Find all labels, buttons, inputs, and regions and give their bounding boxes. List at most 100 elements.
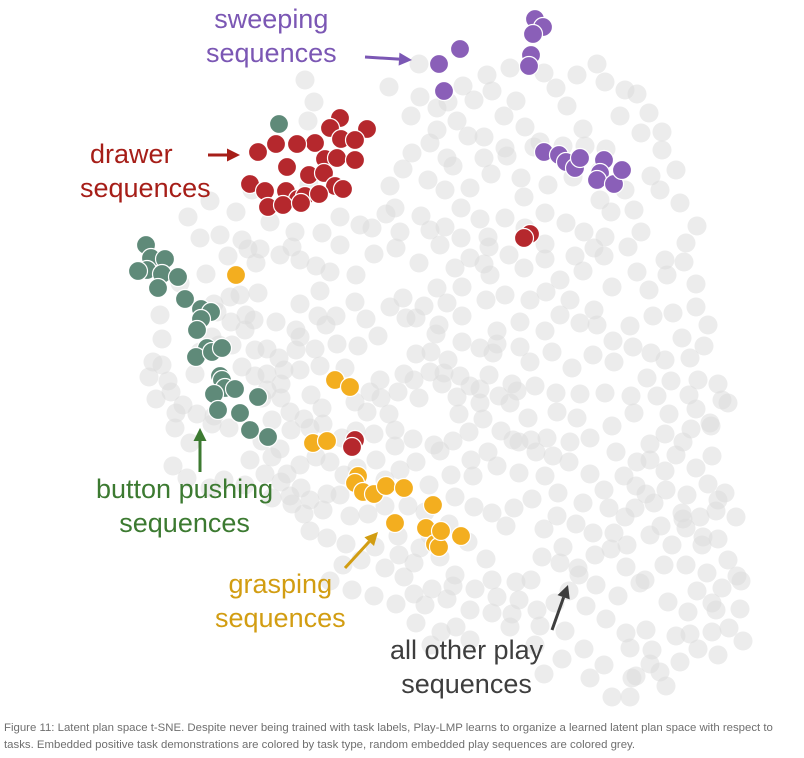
annotation-all-other-play-sequences: all other play sequences (390, 633, 543, 701)
drawer-point (265, 133, 287, 155)
drawer-point (308, 183, 330, 205)
play-point (489, 386, 509, 406)
button-point (127, 260, 149, 282)
play-point (497, 146, 517, 166)
play-point (602, 687, 622, 707)
play-point (680, 624, 700, 644)
play-point (271, 388, 291, 408)
play-point (447, 111, 467, 131)
play-point (640, 434, 660, 454)
play-point (626, 476, 646, 496)
annotation-sweeping-sequences: sweeping sequences (206, 2, 337, 70)
drawer-point (332, 178, 354, 200)
annotation-line: sequences (119, 508, 250, 538)
play-point (506, 91, 526, 111)
play-point (567, 408, 587, 428)
play-point (641, 343, 661, 363)
play-point (585, 545, 605, 565)
play-point (661, 371, 681, 391)
play-point (697, 563, 717, 583)
play-point (200, 191, 220, 211)
button-point (268, 113, 290, 135)
play-point (320, 452, 340, 472)
tsne-scatter-plot (127, 8, 753, 707)
play-point (630, 573, 650, 593)
grasping-point (375, 475, 397, 497)
play-point (535, 249, 555, 269)
play-point (639, 103, 659, 123)
play-point (479, 237, 499, 257)
play-point (187, 404, 207, 424)
play-point (286, 320, 306, 340)
play-point (546, 78, 566, 98)
play-point (379, 404, 399, 424)
play-point (708, 490, 728, 510)
play-point (248, 283, 268, 303)
play-point (602, 277, 622, 297)
play-point (587, 54, 607, 74)
play-point (282, 494, 302, 514)
play-point (666, 445, 686, 465)
play-point (380, 176, 400, 196)
play-point (190, 228, 210, 248)
play-point (520, 290, 540, 310)
play-point (604, 523, 624, 543)
play-point (473, 409, 493, 429)
play-point (232, 357, 252, 377)
play-point (368, 326, 388, 346)
play-point (342, 580, 362, 600)
play-point (574, 639, 594, 659)
play-point (525, 376, 545, 396)
play-point (620, 638, 640, 658)
arrow-button (193, 428, 207, 472)
play-point (375, 558, 395, 578)
play-point (463, 466, 483, 486)
play-point (458, 126, 478, 146)
play-point (443, 576, 463, 596)
series-play (139, 54, 753, 707)
play-point (535, 466, 555, 486)
play-point (301, 385, 321, 405)
play-point (326, 306, 346, 326)
play-point (639, 280, 659, 300)
play-point (477, 65, 497, 85)
annotation-line: grasping (228, 569, 333, 599)
button-point (207, 399, 229, 421)
play-point (640, 450, 660, 470)
play-point (421, 635, 441, 655)
button-point (174, 288, 196, 310)
play-point (446, 617, 466, 637)
play-point (371, 388, 391, 408)
play-point (677, 485, 697, 505)
play-point (662, 535, 682, 555)
play-point (180, 433, 200, 453)
play-point (604, 352, 624, 372)
play-point (643, 306, 663, 326)
play-point (393, 159, 413, 179)
play-point (658, 592, 678, 612)
play-point (507, 381, 527, 401)
annotation-button-pushing-sequences: button pushing sequences (96, 472, 273, 540)
play-point (719, 618, 739, 638)
button-point (224, 378, 246, 400)
play-point (543, 446, 563, 466)
play-point (702, 593, 722, 613)
button-point (247, 386, 269, 408)
play-point (552, 649, 572, 669)
play-point (410, 87, 430, 107)
play-point (421, 342, 441, 362)
play-point (618, 237, 638, 257)
play-point (226, 202, 246, 222)
play-point (527, 600, 547, 620)
play-point (557, 96, 577, 116)
play-point (515, 117, 535, 137)
annotation-line: button pushing (96, 474, 274, 504)
play-point (623, 337, 643, 357)
play-point (478, 442, 498, 462)
play-point (590, 190, 610, 210)
sweeping-point (522, 23, 544, 45)
sweeping-point (428, 53, 450, 75)
play-point (437, 293, 457, 313)
play-point (430, 441, 450, 461)
play-point (694, 336, 714, 356)
